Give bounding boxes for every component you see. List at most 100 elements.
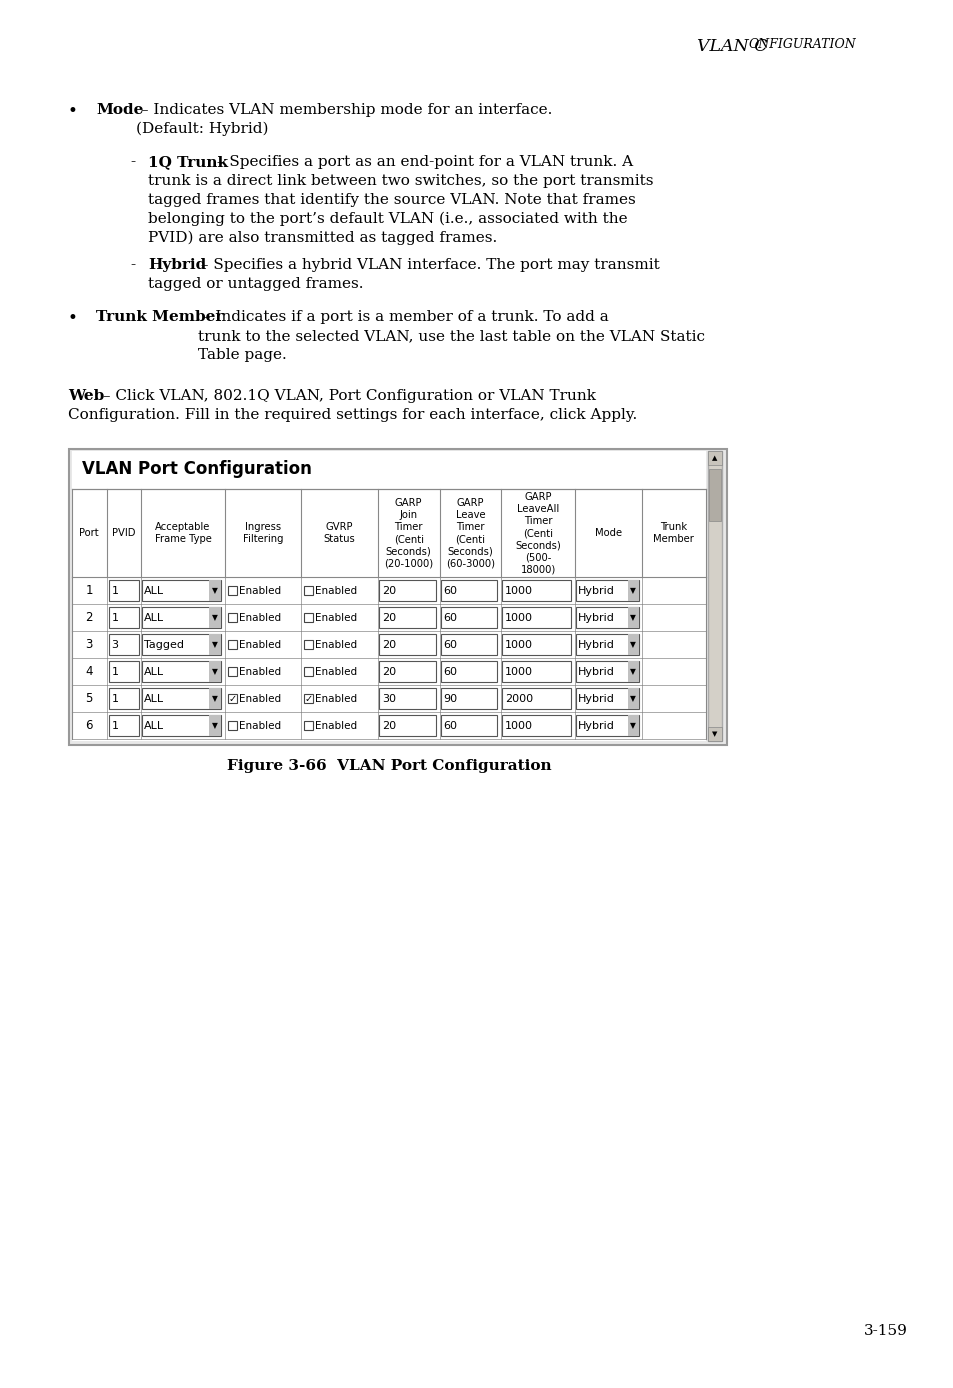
Bar [142,607,221,627]
Text: Hybrid: Hybrid [578,694,615,704]
Text: 6: 6 [86,719,93,731]
Bar [378,688,436,709]
Text: VLAN C: VLAN C [697,37,767,56]
Text: ✓: ✓ [305,694,313,704]
Text: ▼: ▼ [630,668,636,676]
Bar [707,451,721,465]
Bar [228,668,236,676]
Text: ▼: ▼ [212,613,217,622]
Text: Enabled: Enabled [238,694,281,704]
Text: Mode: Mode [96,103,143,117]
Text: Trunk Member: Trunk Member [96,310,223,323]
Bar [440,580,497,601]
Text: 60: 60 [443,612,457,622]
Text: 2000: 2000 [505,694,533,704]
Text: Port: Port [79,527,99,539]
Text: GARP
Join
Timer
(Centi
Seconds)
(20-1000): GARP Join Timer (Centi Seconds) (20-1000… [384,498,433,568]
Text: •: • [68,103,78,119]
Text: – Specifies a port as an end-point for a VLAN trunk. A: – Specifies a port as an end-point for a… [212,155,633,169]
Bar [142,715,221,736]
Bar [209,607,221,627]
Bar [228,720,236,730]
Text: VLAN Port Configuration: VLAN Port Configuration [82,459,312,477]
Bar [440,634,497,655]
Text: Configuration. Fill in the required settings for each interface, click Apply.: Configuration. Fill in the required sett… [68,408,637,422]
Bar [71,658,705,686]
Text: ▼: ▼ [212,694,217,702]
Bar [71,632,705,658]
Text: Hybrid: Hybrid [148,258,206,272]
Bar [109,688,139,709]
Bar [304,720,314,730]
Text: 1: 1 [112,694,118,704]
Text: Acceptable
Frame Type: Acceptable Frame Type [154,522,212,544]
Bar [71,604,705,632]
Text: 1000: 1000 [505,612,533,622]
Bar [378,715,436,736]
Bar [109,715,139,736]
Text: – Indicates if a port is a member of a trunk. To add a: – Indicates if a port is a member of a t… [198,310,608,323]
Bar [142,580,221,601]
Text: Tagged: Tagged [144,640,184,650]
Text: Enabled: Enabled [315,586,357,595]
Text: ▼: ▼ [712,731,717,737]
Bar [209,715,221,736]
Text: 3: 3 [86,638,92,651]
Bar [576,661,639,682]
Text: 1: 1 [112,586,118,595]
Text: – Indicates VLAN membership mode for an interface.: – Indicates VLAN membership mode for an … [136,103,552,117]
Text: Enabled: Enabled [238,586,281,595]
Text: ▼: ▼ [212,668,217,676]
Text: 3-159: 3-159 [863,1324,907,1338]
Text: 1000: 1000 [505,666,533,676]
Bar [576,688,639,709]
Bar [501,580,571,601]
Bar [228,613,236,622]
Bar [576,607,639,627]
Text: ▼: ▼ [630,613,636,622]
Bar [304,613,314,622]
Bar [109,607,139,627]
Text: 60: 60 [443,640,457,650]
Bar [627,580,639,601]
Text: 1: 1 [86,584,93,597]
Text: Hybrid: Hybrid [578,640,615,650]
Bar [209,634,221,655]
Text: ALL: ALL [144,612,164,622]
Bar [304,668,314,676]
Text: 20: 20 [381,720,395,730]
Text: 60: 60 [443,586,457,595]
Bar [142,634,221,655]
Text: ▼: ▼ [630,694,636,702]
Bar [109,580,139,601]
Text: -: - [130,155,135,169]
Text: ONFIGURATION: ONFIGURATION [748,37,856,51]
Text: Figure 3-66  VLAN Port Configuration: Figure 3-66 VLAN Port Configuration [227,759,551,773]
Text: trunk to the selected VLAN, use the last table on the VLAN Static: trunk to the selected VLAN, use the last… [198,329,704,343]
Text: 3: 3 [112,640,118,650]
Bar [378,661,436,682]
Text: 2: 2 [86,611,93,625]
Text: 1: 1 [112,612,118,622]
Text: Hybrid: Hybrid [578,666,615,676]
Bar [109,661,139,682]
Bar [228,640,236,650]
Bar [142,661,221,682]
Text: Enabled: Enabled [238,720,281,730]
Text: Enabled: Enabled [315,666,357,676]
Bar [69,448,726,745]
Text: Enabled: Enabled [315,612,357,622]
Bar [501,715,571,736]
Text: ALL: ALL [144,694,164,704]
Text: Mode: Mode [595,527,621,539]
Bar [627,715,639,736]
Text: Enabled: Enabled [238,612,281,622]
Bar [209,661,221,682]
Text: (Default: Hybrid): (Default: Hybrid) [136,122,268,136]
Bar [440,715,497,736]
Bar [627,688,639,709]
Text: GARP
LeaveAll
Timer
(Centi
Seconds)
(500-
18000): GARP LeaveAll Timer (Centi Seconds) (500… [515,491,560,575]
Bar [440,607,497,627]
Bar [440,688,497,709]
Text: trunk is a direct link between two switches, so the port transmits: trunk is a direct link between two switc… [148,174,653,187]
